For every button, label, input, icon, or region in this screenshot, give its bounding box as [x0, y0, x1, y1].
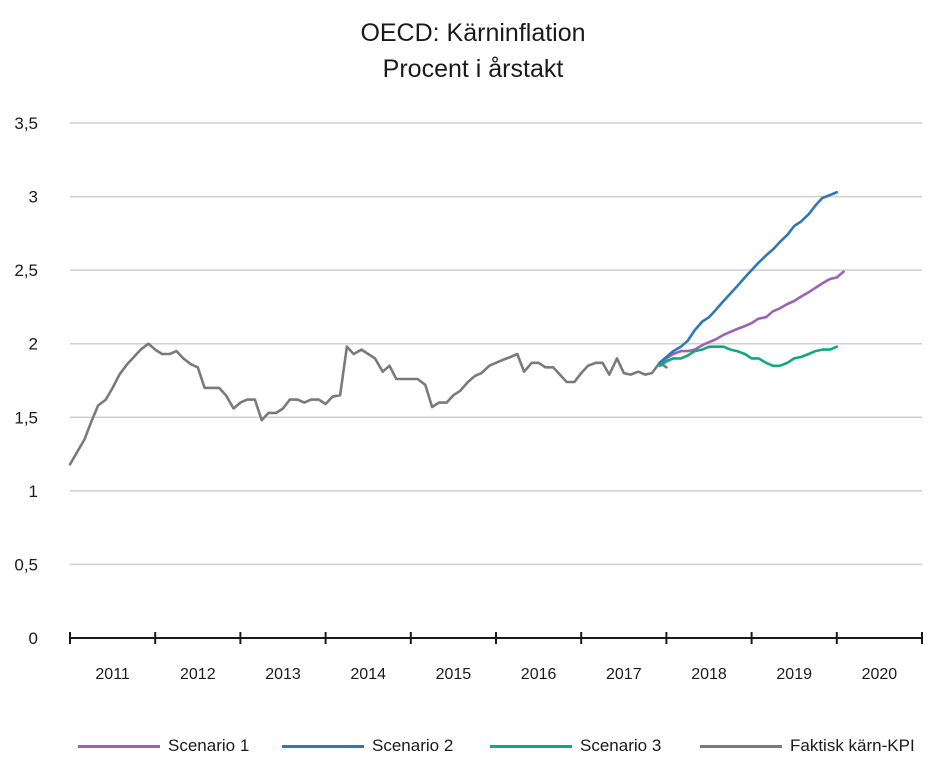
y-tick-label: 0 [29, 629, 38, 648]
y-tick-label: 3 [29, 188, 38, 207]
legend-swatch [700, 744, 782, 748]
y-tick-label: 3,5 [14, 114, 38, 133]
series-line-faktisk-k-rn-kpi [68, 342, 668, 466]
series-line-scenario-3 [658, 345, 839, 368]
legend-label: Scenario 1 [168, 736, 250, 755]
legend-label: Faktisk kärn-KPI [790, 736, 915, 755]
y-tick-label: 0,5 [14, 555, 38, 574]
x-tick-label: 2014 [350, 666, 386, 683]
x-tick-label: 2013 [265, 666, 301, 683]
chart-title: OECD: Kärninflation [360, 19, 586, 47]
series-line-scenario-2 [658, 190, 839, 365]
chart-subtitle: Procent i årstakt [382, 55, 564, 83]
legend-item-faktisk-karn-kpi: Faktisk kärn-KPI [700, 734, 915, 758]
series-line-scenario-1 [658, 270, 845, 365]
x-tick-label: 2011 [95, 666, 130, 683]
y-tick-label: 2 [29, 335, 38, 354]
x-tick-label: 2019 [776, 666, 812, 683]
legend-label: Scenario 2 [372, 736, 454, 755]
x-tick-label: 2016 [521, 666, 557, 683]
x-tick-label: 2015 [436, 666, 472, 683]
x-tick-label: 2018 [691, 666, 727, 683]
grid-lines [70, 122, 922, 566]
y-tick-label: 1 [29, 482, 38, 501]
legend-swatch [282, 744, 364, 748]
line-chart: 00,511,522,533,5 2011 2012 2013 2014 2015 201… [14, 114, 923, 683]
y-tick-label: 1,5 [14, 408, 38, 427]
x-axis: 2011 2012 2013 2014 2015 2016 2017 2018 2019 2020 [69, 632, 923, 683]
legend-swatch [78, 744, 160, 748]
y-axis-ticks: 0 0,5 1 1,5 2 2,5 3 3,5 [14, 114, 38, 648]
legend-item-scenario-3: Scenario 3 [490, 734, 661, 758]
legend-item-scenario-1: Scenario 1 [78, 734, 249, 758]
legend-swatch [490, 744, 572, 748]
y-tick-label: 2,5 [14, 261, 38, 280]
x-tick-label: 2020 [862, 666, 898, 683]
x-tick-label: 2012 [180, 666, 216, 683]
x-tick-label: 2017 [606, 666, 642, 683]
series-lines [68, 190, 845, 466]
legend-item-scenario-2: Scenario 2 [282, 734, 453, 758]
legend: Scenario 1 Scenario 2 Scenario 3 Faktisk… [0, 734, 946, 758]
legend-label: Scenario 3 [580, 736, 662, 755]
